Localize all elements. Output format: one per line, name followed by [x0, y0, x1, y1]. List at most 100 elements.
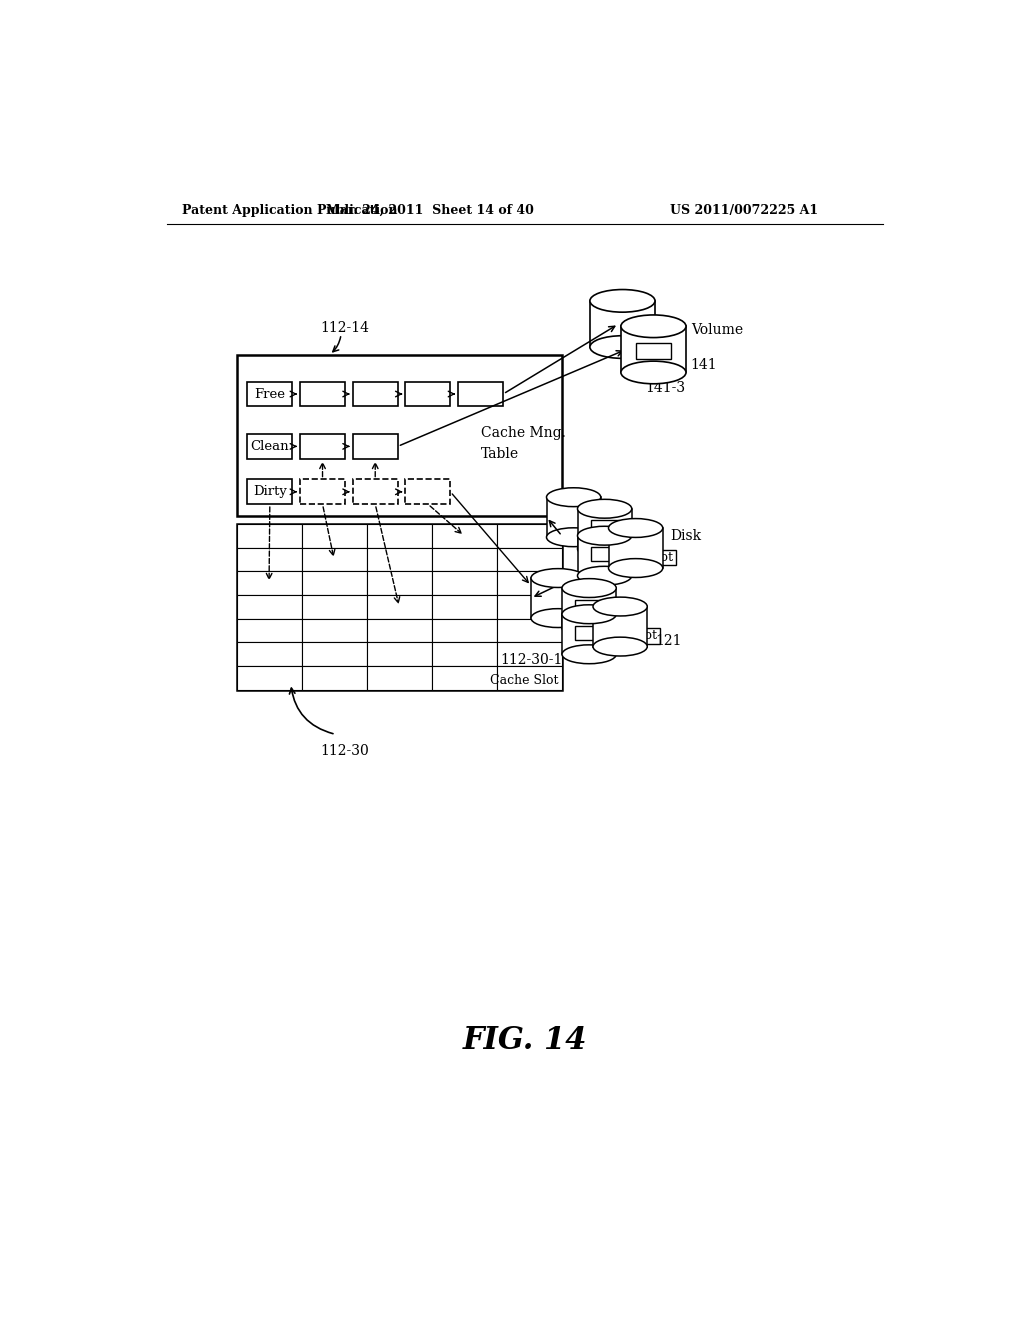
Text: Volume: Volume [690, 323, 742, 337]
Bar [591, 548, 618, 561]
Bar [590, 301, 655, 347]
Bar [237, 595, 302, 619]
Bar [300, 479, 345, 504]
Text: Slot: Slot [648, 550, 673, 564]
Ellipse shape [593, 597, 647, 616]
Text: Dirty: Dirty [253, 486, 287, 499]
Ellipse shape [578, 499, 632, 519]
Bar [367, 619, 432, 643]
Bar [237, 572, 302, 595]
Text: 121-3: 121-3 [578, 572, 617, 585]
Bar [237, 548, 302, 572]
Bar [300, 381, 345, 407]
Bar [406, 381, 451, 407]
Ellipse shape [578, 527, 632, 545]
Text: 141-3: 141-3 [646, 381, 686, 395]
Bar [432, 619, 497, 643]
Bar [591, 520, 618, 535]
Bar [367, 643, 432, 667]
Bar [497, 572, 562, 595]
Text: 112-30: 112-30 [321, 744, 370, 758]
Bar [367, 524, 432, 548]
Ellipse shape [590, 335, 655, 358]
Bar [237, 643, 302, 667]
Text: 141: 141 [690, 358, 717, 372]
Bar [578, 508, 632, 549]
Ellipse shape [578, 540, 632, 558]
Ellipse shape [578, 566, 632, 585]
Bar [432, 572, 497, 595]
Bar [432, 524, 497, 548]
Bar [300, 434, 345, 459]
Text: 112-30-1: 112-30-1 [500, 653, 562, 668]
Bar [237, 524, 562, 689]
Bar [593, 607, 647, 647]
Bar [578, 536, 632, 576]
Bar [352, 479, 397, 504]
Text: US 2011/0072225 A1: US 2011/0072225 A1 [671, 205, 818, 218]
Bar [406, 479, 451, 504]
Bar [531, 578, 586, 618]
Ellipse shape [593, 638, 647, 656]
Text: Mar. 24, 2011  Sheet 14 of 40: Mar. 24, 2011 Sheet 14 of 40 [327, 205, 535, 218]
Bar [630, 628, 660, 644]
Bar [302, 643, 367, 667]
Bar [367, 572, 432, 595]
Ellipse shape [531, 569, 586, 587]
Bar [302, 619, 367, 643]
Ellipse shape [562, 605, 616, 623]
Bar [432, 667, 497, 689]
Ellipse shape [590, 289, 655, 312]
Bar [248, 434, 292, 459]
Ellipse shape [547, 528, 601, 546]
Bar [432, 595, 497, 619]
Ellipse shape [608, 519, 663, 537]
Bar [645, 549, 676, 565]
Bar [302, 524, 367, 548]
Ellipse shape [562, 645, 616, 664]
Bar [302, 595, 367, 619]
Bar [575, 599, 603, 614]
Ellipse shape [621, 362, 686, 384]
Bar [636, 343, 672, 359]
Bar [367, 548, 432, 572]
Ellipse shape [562, 578, 616, 598]
Bar [547, 498, 601, 537]
Ellipse shape [547, 488, 601, 507]
Bar [608, 528, 663, 568]
Text: Disk: Disk [671, 529, 701, 543]
Bar [562, 614, 616, 655]
Bar [302, 572, 367, 595]
Ellipse shape [562, 619, 616, 638]
Ellipse shape [608, 558, 663, 577]
Bar [367, 595, 432, 619]
Bar [302, 667, 367, 689]
Text: FIG. 14: FIG. 14 [463, 1024, 587, 1056]
Bar [432, 548, 497, 572]
Bar [497, 524, 562, 548]
Text: Clean: Clean [251, 440, 289, 453]
Bar [248, 381, 292, 407]
Bar [575, 626, 603, 640]
Ellipse shape [621, 315, 686, 338]
Text: Cache Mng.
Table: Cache Mng. Table [480, 426, 565, 461]
Ellipse shape [531, 609, 586, 627]
Bar [497, 595, 562, 619]
Bar [237, 667, 302, 689]
Bar [237, 524, 302, 548]
Text: 121: 121 [655, 634, 682, 648]
Bar [248, 479, 292, 504]
Bar [432, 643, 497, 667]
Bar [367, 667, 432, 689]
Bar [237, 619, 302, 643]
Bar [497, 619, 562, 643]
Bar [562, 589, 616, 628]
Bar [352, 381, 397, 407]
Text: Patent Application Publication: Patent Application Publication [182, 205, 397, 218]
Text: Cache Slot: Cache Slot [489, 673, 558, 686]
Bar [302, 548, 367, 572]
Bar [497, 667, 562, 689]
Bar [497, 548, 562, 572]
Bar [458, 381, 503, 407]
Bar [352, 434, 397, 459]
